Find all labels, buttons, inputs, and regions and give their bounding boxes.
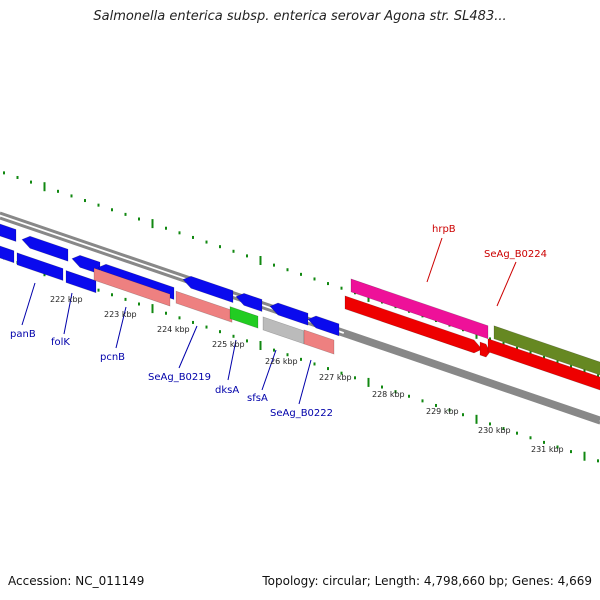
gene-label-SeAg_B0219: SeAg_B0219 [148, 372, 211, 383]
gene-label-pcnB: pcnB [100, 352, 125, 363]
red-feature [487, 338, 600, 391]
kbp-label: 231 kbp [531, 445, 564, 454]
kbp-label: 227 kbp [319, 373, 352, 382]
gene-label-sfsA: sfsA [247, 393, 268, 404]
backbone-right [343, 330, 600, 422]
kbp-label: 224 kbp [157, 325, 190, 334]
map-title: Salmonella enterica subsp. enterica sero… [93, 9, 507, 24]
label-connector [298, 359, 312, 405]
topology: Topology: circular; Length: 4,798,660 bp… [262, 574, 592, 588]
label-connector [227, 339, 237, 381]
gene-label-folK: folK [51, 337, 70, 348]
cds-feature [182, 275, 234, 304]
kbp-label: 230 kbp [478, 426, 511, 435]
cds-feature [0, 223, 17, 242]
label-connector [115, 306, 127, 349]
gene-label-dksA: dksA [215, 385, 239, 396]
cds-feature [307, 315, 340, 337]
label-connector [496, 261, 517, 307]
gene-label-hrpB: hrpB [432, 224, 456, 235]
cds-feature [16, 252, 64, 281]
kbp-label: 228 kbp [372, 390, 405, 399]
label-connector [261, 349, 277, 391]
red-feature [344, 295, 483, 354]
cds-feature [235, 293, 263, 312]
kbp-label: 229 kbp [426, 407, 459, 416]
olive-feature [493, 325, 600, 376]
gene-label-panB: panB [10, 329, 36, 340]
tick-marks [3, 171, 599, 463]
kbp-label: 222 kbp [50, 295, 83, 304]
pcnB-feature [93, 267, 171, 307]
kbp-label: 225 kbp [212, 340, 245, 349]
dksA-feature [229, 306, 259, 329]
accession: Accession: NC_011149 [8, 574, 145, 588]
red-feature [479, 341, 491, 358]
gene-label-SeAg_B0222: SeAg_B0222 [270, 408, 333, 419]
cds-feature [0, 245, 15, 264]
kbp-label: 223 kbp [104, 310, 137, 319]
gene-labels: panB folK pcnB SeAg_B0219 dksA sfsASeAg_B0222… [10, 224, 547, 419]
label-connector [178, 325, 198, 369]
label-connector [426, 237, 443, 283]
cds-feature [21, 235, 69, 262]
cds-feature [65, 270, 97, 294]
gene-features [0, 211, 600, 425]
label-connector [21, 282, 36, 326]
kbp-label: 226 kbp [265, 357, 298, 366]
kbp-labels: 222 kbp 223 kbp 224 kbp 225 kbp 226 kbp 227 k… [50, 295, 564, 454]
gene-label-SeAg_B0224: SeAg_B0224 [484, 249, 547, 260]
label-connector [63, 292, 73, 335]
salmon-feature [303, 329, 335, 355]
salmon-feature [175, 290, 233, 323]
